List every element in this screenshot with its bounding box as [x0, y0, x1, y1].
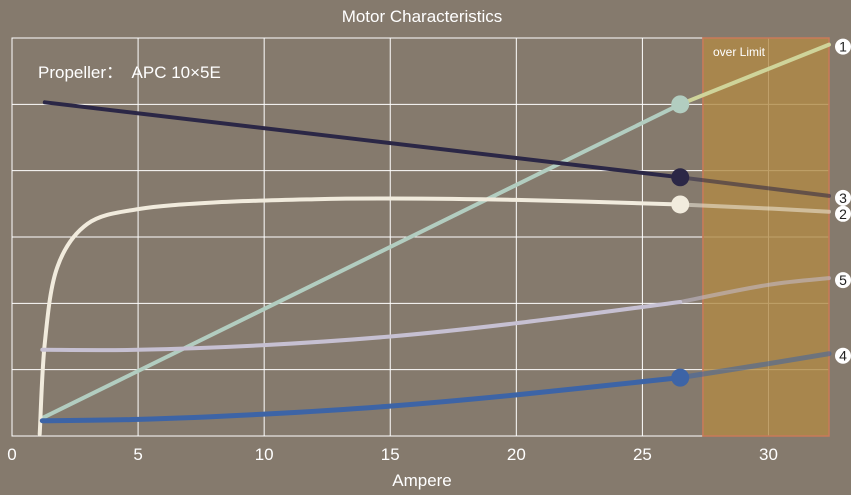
series-number-3: 3 — [839, 190, 847, 206]
series-badge-1 — [835, 38, 851, 55]
series-lines — [37, 42, 832, 436]
x-tick-label: 30 — [759, 445, 778, 464]
series-number-4: 4 — [839, 348, 847, 364]
operating-point-2 — [671, 195, 690, 214]
operating-point-1 — [671, 95, 690, 114]
series-line-2 — [37, 196, 683, 436]
series-line-3 — [42, 100, 683, 180]
series-line-1 — [40, 102, 683, 421]
x-tick-label: 10 — [255, 445, 274, 464]
annotation-propeller: Propeller： APC 10×5E — [38, 63, 221, 82]
x-tick-label: 5 — [133, 445, 142, 464]
x-tick-label: 20 — [507, 445, 526, 464]
series-line-5-over — [678, 276, 831, 304]
series-line-5 — [40, 300, 683, 353]
series-line-1-over — [678, 42, 831, 107]
chart-title: Motor Characteristics — [342, 7, 503, 26]
series-line-3-over — [678, 175, 831, 198]
operating-point-markers — [671, 95, 690, 387]
limit-label: over Limit — [713, 45, 766, 59]
operating-point-3 — [671, 168, 690, 187]
series-line-2-over — [678, 202, 831, 214]
series-number-5: 5 — [839, 272, 847, 288]
series-badge-2 — [835, 205, 851, 222]
series-badge-4 — [835, 347, 851, 364]
operating-point-4 — [671, 368, 690, 387]
series-badge-3 — [835, 189, 851, 206]
series-number-1: 1 — [839, 39, 847, 55]
x-axis-label: Ampere — [392, 471, 452, 490]
x-tick-label: 25 — [633, 445, 652, 464]
x-tick-label: 15 — [381, 445, 400, 464]
x-tick-labels: 0 5 10 15 20 25 30 — [7, 445, 778, 464]
limit-zone — [702, 37, 830, 437]
series-badge-5 — [835, 272, 851, 289]
series-line-4 — [39, 375, 683, 424]
limit-zone-rect — [702, 37, 830, 437]
series-number-2: 2 — [839, 206, 847, 222]
x-tick-label: 0 — [7, 445, 16, 464]
series-line-4-over — [677, 351, 832, 381]
